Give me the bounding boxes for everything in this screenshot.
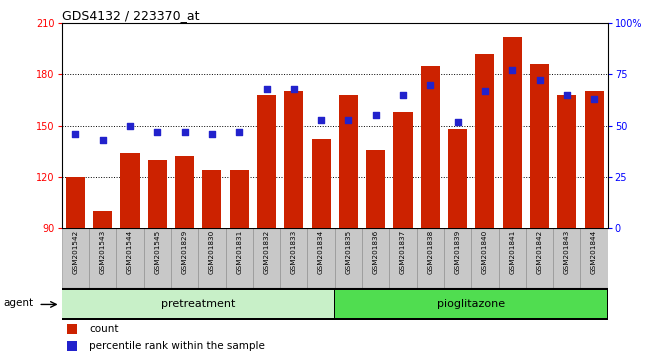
Bar	[229, 170, 249, 228]
Bar	[93, 211, 112, 228]
Text: agent: agent	[3, 298, 33, 308]
Bar	[475, 54, 495, 228]
Point	[152, 129, 162, 135]
Text: GSM201836: GSM201836	[372, 230, 379, 274]
Bar	[280, 228, 307, 289]
Bar	[389, 228, 417, 289]
Point	[589, 96, 599, 102]
Point	[370, 113, 381, 118]
Point	[207, 131, 217, 137]
Point	[452, 119, 463, 124]
Text: GSM201841: GSM201841	[509, 230, 515, 274]
Bar	[66, 177, 85, 228]
Point	[343, 117, 354, 122]
Bar	[502, 37, 522, 228]
Bar	[393, 112, 413, 228]
Text: GSM201544: GSM201544	[127, 230, 133, 274]
Bar	[311, 139, 331, 228]
Bar	[448, 129, 467, 228]
Text: GSM201839: GSM201839	[454, 230, 461, 274]
Point	[125, 123, 135, 129]
Bar	[362, 228, 389, 289]
Bar	[62, 290, 334, 319]
Text: GSM201842: GSM201842	[536, 230, 543, 274]
Bar	[335, 290, 607, 319]
Point	[261, 86, 272, 92]
Bar	[499, 228, 526, 289]
Bar	[116, 228, 144, 289]
Bar	[144, 228, 171, 289]
Text: GSM201838: GSM201838	[427, 230, 434, 274]
Bar	[67, 324, 77, 334]
Point	[316, 117, 326, 122]
Bar	[526, 228, 553, 289]
Bar	[226, 228, 253, 289]
Bar	[120, 153, 140, 228]
Text: GSM201830: GSM201830	[209, 230, 215, 274]
Point	[234, 129, 244, 135]
Text: pretreatment: pretreatment	[161, 299, 235, 309]
Point	[179, 129, 190, 135]
Bar	[339, 95, 358, 228]
Point	[534, 78, 545, 83]
Text: pioglitazone: pioglitazone	[437, 299, 505, 309]
Text: GSM201837: GSM201837	[400, 230, 406, 274]
Bar	[171, 228, 198, 289]
Text: GSM201542: GSM201542	[72, 230, 79, 274]
Text: GSM201843: GSM201843	[564, 230, 570, 274]
Bar	[421, 66, 440, 228]
Bar	[198, 228, 226, 289]
Bar	[175, 156, 194, 228]
Bar	[471, 228, 499, 289]
Text: GSM201543: GSM201543	[99, 230, 106, 274]
Point	[70, 131, 81, 137]
Text: GSM201832: GSM201832	[263, 230, 270, 274]
Text: percentile rank within the sample: percentile rank within the sample	[89, 341, 265, 351]
Text: GSM201829: GSM201829	[181, 230, 188, 274]
Bar	[366, 150, 385, 228]
Bar	[89, 228, 116, 289]
Bar	[284, 91, 304, 228]
Point	[480, 88, 490, 93]
Bar	[307, 228, 335, 289]
Bar	[148, 160, 167, 228]
Bar	[417, 228, 444, 289]
Bar	[67, 341, 77, 350]
Text: GSM201545: GSM201545	[154, 230, 161, 274]
Bar	[553, 228, 580, 289]
Bar	[584, 91, 604, 228]
Bar	[530, 64, 549, 228]
Text: GDS4132 / 223370_at: GDS4132 / 223370_at	[62, 9, 200, 22]
Point	[98, 137, 108, 143]
Bar	[253, 228, 280, 289]
Bar	[557, 95, 577, 228]
Text: GSM201844: GSM201844	[591, 230, 597, 274]
Point	[507, 67, 517, 73]
Text: GSM201840: GSM201840	[482, 230, 488, 274]
Text: GSM201834: GSM201834	[318, 230, 324, 274]
Bar	[202, 170, 222, 228]
Bar	[335, 228, 362, 289]
Bar	[444, 228, 471, 289]
Text: GSM201833: GSM201833	[291, 230, 297, 274]
Text: count: count	[89, 325, 118, 335]
Text: GSM201835: GSM201835	[345, 230, 352, 274]
Text: GSM201831: GSM201831	[236, 230, 242, 274]
Point	[289, 86, 299, 92]
Point	[562, 92, 572, 98]
Point	[425, 82, 436, 87]
Bar	[580, 228, 608, 289]
Bar	[257, 95, 276, 228]
Point	[398, 92, 408, 98]
Bar	[62, 228, 89, 289]
